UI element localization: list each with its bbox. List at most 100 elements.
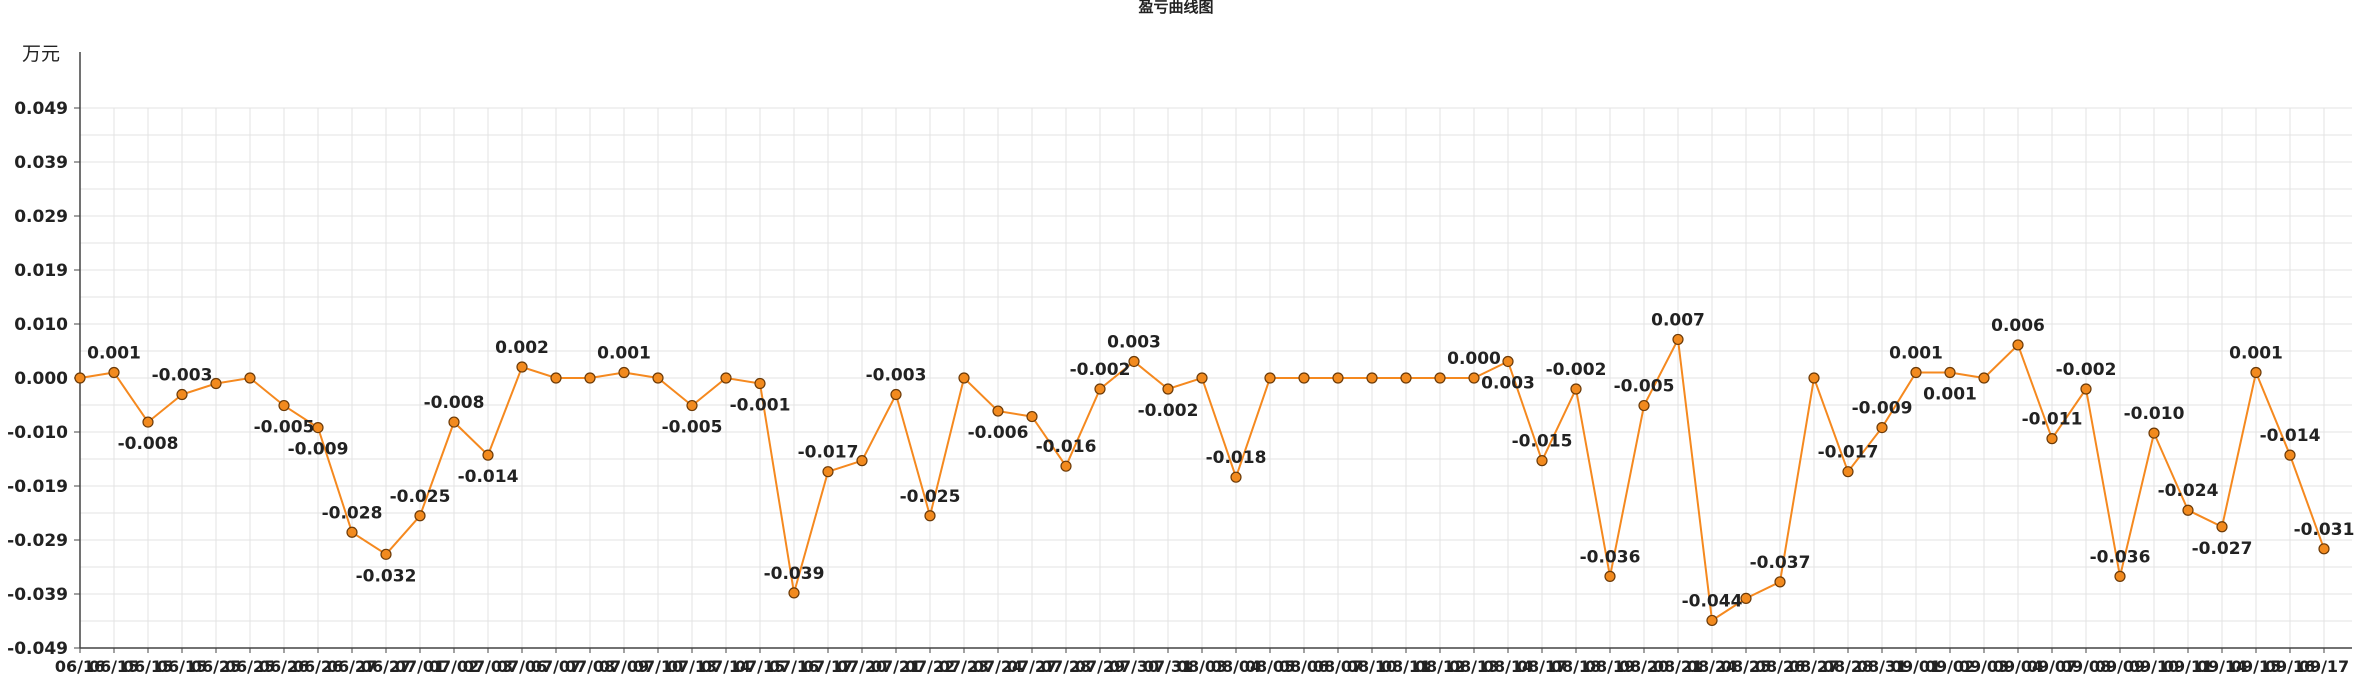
data-point [924, 510, 936, 522]
data-point [312, 421, 324, 434]
y-tick-label: -0.019 [7, 477, 68, 497]
data-point [2216, 521, 2228, 533]
data-point [652, 372, 664, 384]
x-tick-label: 07/30 [1109, 657, 1159, 676]
data-point [1672, 333, 1684, 346]
x-tick-label: 07/02 [429, 657, 479, 676]
x-tick-label: 09/08 [2061, 657, 2111, 676]
data-label: -0.014 [2260, 426, 2321, 446]
data-label: 0.001 [1889, 343, 1943, 363]
data-point [74, 372, 86, 384]
data-point [142, 416, 154, 428]
data-labels: 0.001-0.008-0.003-0.005-0.009-0.028-0.03… [87, 310, 2354, 611]
data-point [244, 372, 256, 384]
x-tick-label: 07/21 [871, 657, 921, 676]
data-point [1094, 383, 1106, 395]
data-point [2148, 427, 2160, 439]
data-point [1502, 355, 1514, 368]
data-point [1298, 372, 1310, 384]
data-point [1774, 576, 1786, 588]
x-tick-label: 09/15 [2231, 657, 2281, 676]
data-point [1400, 372, 1412, 384]
data-point [346, 526, 358, 538]
data-point [2182, 504, 2194, 516]
x-tick-label: 07/23 [939, 657, 989, 676]
data-point [686, 399, 698, 412]
x-tick-label: 06/15 [123, 657, 173, 676]
x-tick-label: 08/12 [1415, 657, 1465, 676]
x-tick-label: 08/10 [1347, 657, 1397, 676]
data-point [1638, 399, 1650, 412]
data-label: -0.008 [118, 434, 179, 454]
x-tick-label: 09/09 [2095, 657, 2145, 676]
x-tick-label: 07/07 [531, 657, 581, 676]
x-tick-label: 06/25 [225, 657, 275, 676]
data-point [1604, 570, 1616, 582]
data-label: -0.028 [322, 503, 383, 523]
data-points [74, 333, 2330, 627]
x-tick-label: 08/25 [1721, 657, 1771, 676]
y-tick-label: 0.039 [14, 153, 68, 173]
y-axis-ticks: 0.049 0.039 0.029 0.019 0.010 0.000 -0.010 -0.0… [7, 99, 80, 659]
x-tick-label: 06/15 [89, 657, 139, 676]
data-point [1366, 372, 1378, 384]
data-label: 0.001 [1923, 384, 1977, 404]
x-tick-label: 07/17 [803, 657, 853, 676]
data-point [176, 388, 188, 401]
chart-title: 盈亏曲线图 [1137, 0, 1213, 16]
data-label: -0.015 [1512, 432, 1573, 452]
x-axis-ticks: 06/1606/1506/1506/1506/2506/2506/2606/26… [55, 648, 2349, 676]
data-point [2284, 449, 2296, 461]
data-point [1978, 372, 1990, 384]
x-tick-label: 08/27 [1789, 657, 1839, 676]
data-label: 0.007 [1651, 310, 1705, 330]
data-point [2012, 339, 2024, 351]
data-point [618, 366, 630, 379]
x-tick-label: 07/13 [667, 657, 717, 676]
x-tick-label: 08/28 [1823, 657, 1873, 676]
data-point [584, 372, 596, 384]
x-tick-label: 09/01 [1891, 657, 1941, 676]
data-point [822, 466, 834, 478]
data-label: -0.036 [1580, 547, 1641, 567]
data-point [2318, 543, 2330, 555]
x-tick-label: 08/13 [1449, 657, 1499, 676]
x-tick-label: 07/22 [905, 657, 955, 676]
data-point [414, 510, 426, 522]
data-label: -0.025 [390, 487, 451, 507]
data-point [1944, 366, 1956, 379]
y-tick-label: -0.010 [7, 423, 68, 443]
data-point [380, 548, 392, 560]
data-point [1264, 372, 1276, 384]
data-point [2046, 433, 2058, 445]
x-tick-label: 07/27 [1007, 657, 1057, 676]
data-label: 0.003 [1107, 332, 1161, 352]
data-label: -0.003 [152, 366, 213, 386]
grid-lines [79, 107, 2352, 649]
x-tick-label: 09/17 [2299, 657, 2349, 676]
x-tick-label: 06/27 [327, 657, 377, 676]
y-tick-label: 0.049 [14, 99, 68, 119]
x-tick-label: 08/11 [1381, 657, 1431, 676]
x-tick-label: 08/19 [1585, 657, 1635, 676]
data-point [1196, 372, 1208, 384]
y-tick-label: 0.029 [14, 207, 68, 227]
x-tick-label: 08/06 [1279, 657, 1329, 676]
x-tick-label: 07/03 [463, 657, 513, 676]
y-tick-label: -0.029 [7, 531, 68, 551]
data-point [1842, 466, 1854, 478]
x-tick-label: 09/04 [1993, 657, 2043, 676]
data-label: -0.005 [1614, 377, 1675, 397]
x-tick-label: 08/31 [1857, 657, 1907, 676]
data-point [754, 377, 766, 390]
x-tick-label: 08/03 [1177, 657, 1227, 676]
data-point [550, 372, 562, 384]
data-label: -0.039 [764, 564, 825, 584]
y-tick-label: -0.039 [7, 585, 68, 605]
x-tick-label: 07/10 [633, 657, 683, 676]
data-point [2250, 366, 2262, 379]
data-label: -0.002 [1138, 401, 1199, 421]
x-tick-label: 08/05 [1245, 657, 1295, 676]
data-label: 0.001 [597, 343, 651, 363]
